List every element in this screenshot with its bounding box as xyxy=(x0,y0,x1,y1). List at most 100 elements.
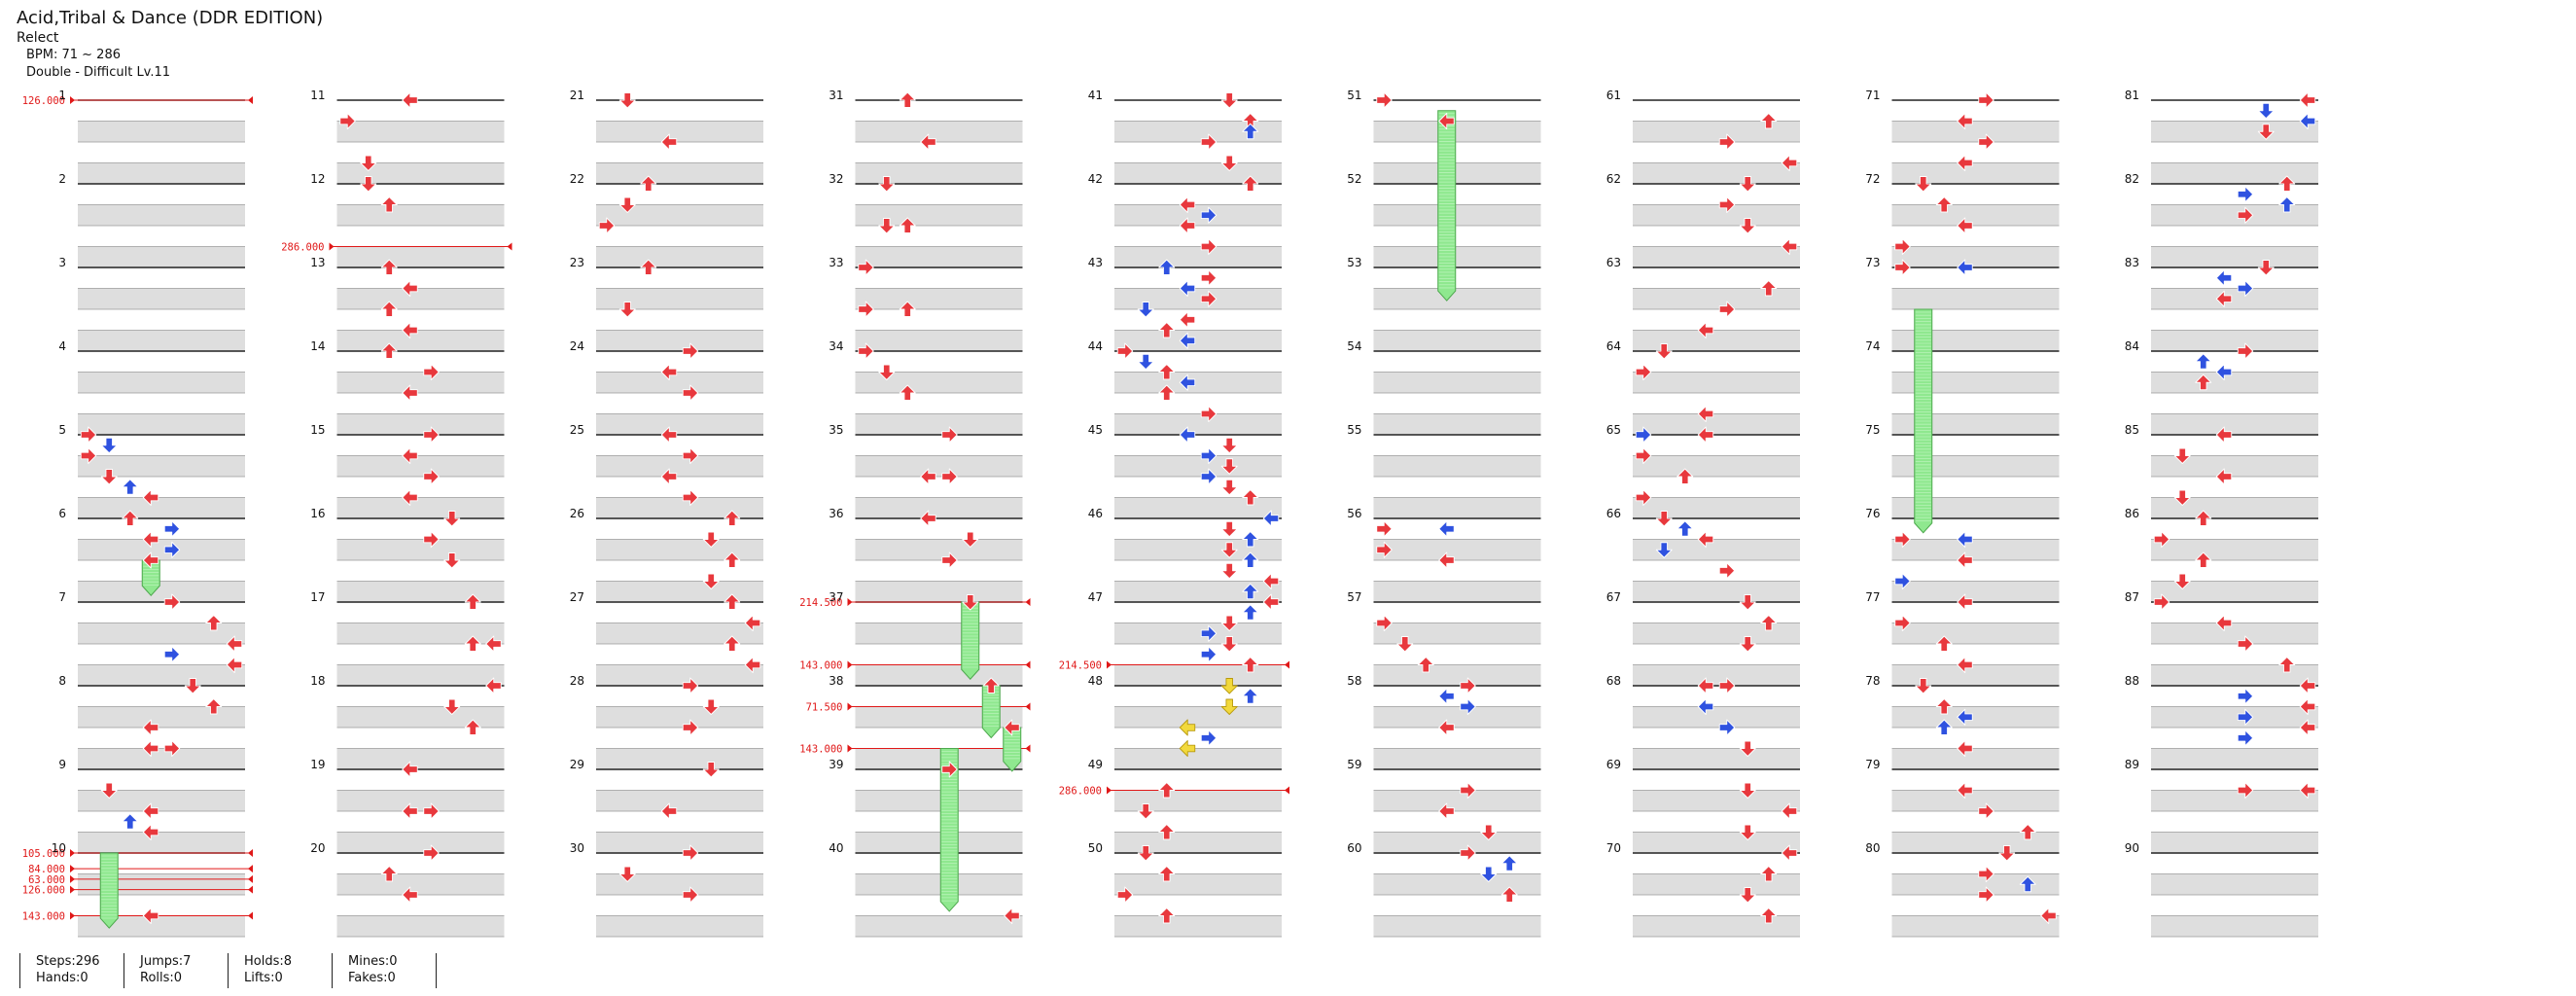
arrow-shape xyxy=(2019,875,2036,893)
arrow-icon-red xyxy=(899,91,916,108)
beat-shade xyxy=(1891,622,2060,644)
arrow-icon-red xyxy=(899,217,916,233)
beat-shade xyxy=(1633,581,1800,602)
beat-shade xyxy=(336,455,505,477)
beat-shade xyxy=(1633,497,1800,518)
beat-shade xyxy=(336,121,505,142)
arrow-icon-red xyxy=(443,698,461,715)
measure-number: 7 xyxy=(58,590,66,604)
arrow-icon-red xyxy=(423,426,440,444)
beat-shade xyxy=(2151,539,2318,560)
arrow-shape xyxy=(1676,468,1694,484)
arrow-shape xyxy=(878,218,896,234)
arrow-shape xyxy=(1894,259,1911,276)
beat-shade xyxy=(596,246,763,267)
beat-shade xyxy=(78,915,245,937)
arrow-icon-red xyxy=(2040,907,2057,924)
measure-number: 74 xyxy=(1865,339,1880,353)
arrow-icon-red xyxy=(1894,238,1911,255)
arrow-shape xyxy=(2195,374,2212,391)
arrow-icon-red xyxy=(1460,844,1476,862)
measure-number: 60 xyxy=(1347,841,1361,855)
arrow-icon-red xyxy=(1220,458,1238,475)
beat-shade xyxy=(2151,873,2318,895)
arrow-shape xyxy=(920,468,936,485)
beat-shade xyxy=(855,664,1023,686)
arrow-icon-red xyxy=(464,719,481,735)
bpm-marker-right xyxy=(248,874,253,883)
beat-shade xyxy=(596,581,763,602)
arrow-shape xyxy=(1760,866,1778,882)
arrow-icon-red xyxy=(1760,280,1778,297)
arrow-shape xyxy=(1760,907,1778,924)
beat-shade xyxy=(1633,915,1800,937)
arrow-icon-red xyxy=(1158,322,1176,338)
arrow-icon-red xyxy=(339,113,356,129)
measure-number: 87 xyxy=(2125,590,2139,604)
arrow-shape xyxy=(941,761,958,778)
measure-number: 3 xyxy=(58,256,66,269)
arrow-icon-blue xyxy=(2237,280,2254,297)
arrow-shape xyxy=(443,698,461,715)
arrow-icon-red xyxy=(402,322,418,338)
arrow-shape xyxy=(360,155,377,171)
arrow-shape xyxy=(1915,678,1932,694)
arrow-shape xyxy=(1242,175,1259,192)
arrow-shape xyxy=(1697,677,1714,694)
hold-body xyxy=(1437,110,1457,302)
arrow-icon-red xyxy=(1438,113,1455,129)
arrow-icon-blue xyxy=(122,479,139,495)
arrow-icon-red xyxy=(2173,447,2191,464)
arrow-shape xyxy=(1460,677,1476,694)
arrow-shape xyxy=(1739,176,1756,193)
arrow-shape xyxy=(142,551,159,569)
arrow-icon-red xyxy=(2237,635,2254,653)
arrow-icon-red xyxy=(1739,782,1756,799)
arrow-shape xyxy=(1760,615,1778,631)
arrow-shape xyxy=(1438,113,1455,129)
beat-shade xyxy=(1114,204,1282,226)
arrow-icon-red xyxy=(682,384,699,402)
arrow-icon-red xyxy=(163,740,181,757)
holds-count: Holds:8 xyxy=(244,954,293,969)
beat-shade xyxy=(1891,413,2060,435)
arrow-icon-red xyxy=(1220,92,1238,109)
arrow-icon-red xyxy=(142,719,159,736)
measure-labels: 1234567891011121314151617181920212223242… xyxy=(52,89,2139,855)
beat-shade xyxy=(2151,581,2318,602)
hold-note xyxy=(981,685,1001,739)
bpm-change-label: 143.000 xyxy=(22,911,65,923)
arrow-icon-red xyxy=(2237,206,2254,224)
arrow-icon-red xyxy=(1220,542,1238,558)
arrow-icon-blue xyxy=(163,520,181,538)
arrow-icon-red xyxy=(100,782,118,799)
arrow-icon-red xyxy=(1438,551,1455,569)
beat-shade xyxy=(596,497,763,518)
arrow-shape xyxy=(1200,447,1217,464)
arrow-shape xyxy=(1635,489,1652,506)
arrow-shape xyxy=(1200,290,1217,307)
arrow-shape xyxy=(1697,426,1714,444)
arrow-icon-red xyxy=(2173,489,2191,506)
bpm-change-label: 214.500 xyxy=(799,597,842,609)
arrow-shape xyxy=(1376,541,1393,558)
arrow-icon-red xyxy=(878,176,896,193)
beat-shade xyxy=(2151,372,2318,393)
beat-shade xyxy=(596,121,763,142)
arrow-shape xyxy=(1480,866,1498,882)
beat-shade xyxy=(596,455,763,477)
arrow-icon-red xyxy=(423,531,440,548)
beat-shade xyxy=(1633,664,1800,686)
arrow-icon-red xyxy=(941,551,958,569)
arrow-shape xyxy=(1220,155,1238,171)
arrow-icon-red xyxy=(2299,719,2316,736)
arrow-shape xyxy=(962,531,979,548)
arrow-icon-red xyxy=(1739,218,1756,234)
arrow-shape xyxy=(640,175,657,192)
arrow-shape xyxy=(899,301,916,317)
arrow-icon-red xyxy=(402,761,418,778)
beat-shade xyxy=(1373,288,1541,309)
arrow-icon-red xyxy=(142,489,159,506)
measure-number: 23 xyxy=(570,256,584,269)
arrow-shape xyxy=(1137,353,1154,371)
